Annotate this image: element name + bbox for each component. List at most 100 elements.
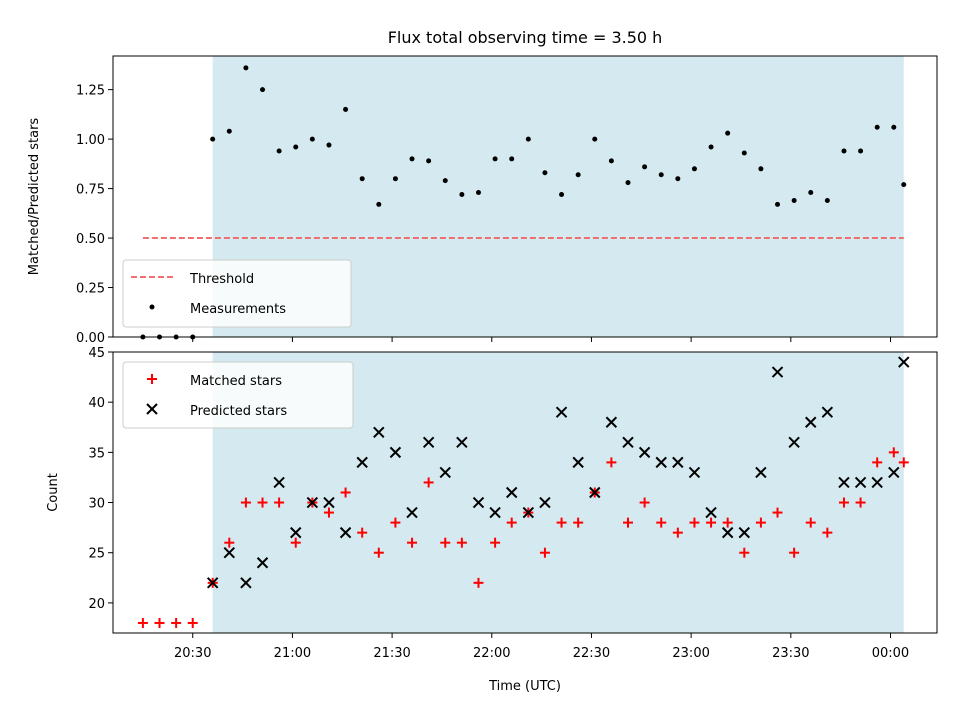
matched-star-point: [490, 537, 501, 548]
cross-b: [755, 466, 767, 479]
top-legend-box: [122, 259, 352, 328]
measurement-point: [901, 182, 907, 188]
bottom-x-axis: 20:30 21:00 21:30 22:00 22:30 23:00 23:30 00:00: [174, 633, 909, 661]
cross-b: [572, 456, 584, 469]
matched-star-point: [722, 517, 733, 528]
cross-b: [256, 557, 269, 569]
cross-b: [223, 547, 235, 559]
matched-star-point: [154, 617, 165, 628]
measurement-point: [808, 190, 814, 196]
predicted-star-point: [738, 526, 750, 539]
cross-b: [389, 446, 402, 459]
legend-matched-label: Matched stars: [190, 374, 282, 389]
predicted-star-point: [638, 446, 651, 459]
matched-star-point: [672, 527, 683, 538]
cross-b: [854, 476, 867, 489]
cross-b: [771, 366, 784, 378]
predicted-star-point: [422, 436, 435, 449]
cross-b: [456, 436, 468, 449]
predicted-star-point: [256, 557, 269, 569]
predicted-star-point: [539, 496, 551, 509]
cross-b: [788, 436, 800, 449]
top-ytick-label: 0.00: [76, 331, 105, 346]
predicted-star-point: [489, 506, 501, 519]
measurement-point: [542, 170, 548, 176]
predicted-star-point: [572, 456, 584, 469]
cross-b: [146, 403, 158, 415]
bottom-ytick-label: 40: [88, 396, 105, 411]
measurement-point: [459, 192, 465, 198]
cross-b: [871, 476, 883, 489]
predicted-star-point: [456, 436, 468, 449]
predicted-star-point: [721, 526, 734, 539]
matched-star-point: [898, 457, 909, 468]
top-ytick-label: 0.50: [76, 232, 105, 247]
matched-star-point: [473, 577, 484, 588]
cross-b: [522, 506, 535, 519]
predicted-star-point: [898, 356, 910, 368]
x-axis-label: Time (UTC): [488, 679, 561, 694]
predicted-star-point: [439, 466, 451, 479]
predicted-star-point: [688, 466, 701, 479]
x-tick-label: 00:00: [872, 646, 909, 661]
x-tick-label: 23:00: [672, 646, 709, 661]
matched-star-point: [187, 617, 198, 628]
cross-b: [838, 476, 850, 489]
matched-star-point: [805, 517, 816, 528]
predicted-star-point: [223, 547, 235, 559]
legend-plus-marker: [147, 374, 157, 384]
predicted-star-point: [555, 406, 568, 418]
measurement-point: [824, 197, 830, 203]
bottom-ytick-label: 25: [88, 547, 105, 562]
matched-star-point: [888, 447, 899, 458]
bottom-ytick-label: 45: [88, 346, 105, 361]
matched-star-point: [171, 617, 182, 628]
top-y-axis: 0.00 0.25 0.50 0.75 1.00 1.25: [76, 84, 113, 346]
cross-b: [290, 526, 302, 539]
bottom-y-axis-label: Count: [46, 473, 61, 512]
measurement-point: [426, 158, 432, 164]
matched-star-point: [506, 517, 517, 528]
measurement-point: [260, 87, 266, 93]
predicted-star-point: [373, 426, 385, 438]
cross-b: [356, 456, 368, 469]
matched-star-point: [689, 517, 700, 528]
predicted-star-point: [389, 446, 402, 459]
matched-star-point: [274, 497, 285, 508]
chart-title: Flux total observing time = 3.50 h: [388, 28, 663, 47]
predicted-star-point: [240, 577, 252, 589]
matched-star-point: [373, 547, 384, 558]
predicted-star-point: [788, 436, 800, 449]
measurement-point: [475, 190, 481, 196]
top-y-axis-label: Matched/Predicted stars: [27, 118, 42, 276]
legend-threshold-label: Threshold: [189, 272, 254, 287]
cross-b: [605, 416, 618, 428]
top-x-ticks: [192, 337, 891, 342]
measurement-point: [658, 172, 664, 178]
measurement-point: [841, 148, 847, 154]
predicted-star-point: [605, 416, 618, 428]
cross-b: [506, 486, 518, 499]
matched-star-point: [606, 457, 617, 468]
measurement-point: [509, 156, 515, 162]
matched-star-point: [390, 517, 401, 528]
cross-b: [655, 456, 667, 469]
bottom-plot-frame: [112, 351, 938, 634]
matched-star-point: [573, 517, 584, 528]
predicted-star-point: [805, 416, 817, 428]
matched-star-point: [706, 517, 717, 528]
top-ytick-label: 0.75: [76, 183, 105, 198]
measurement-point: [309, 136, 315, 142]
top-ytick-label: 0.25: [76, 282, 105, 297]
bottom-y-axis: 20 25 30 35 40 45: [88, 346, 113, 612]
predicted-star-point: [290, 526, 302, 539]
matched-star-point: [656, 517, 667, 528]
measurement-point: [210, 136, 216, 142]
measurement-point: [642, 164, 648, 170]
cross-b: [622, 436, 634, 449]
legend-matched-swatch: [147, 374, 157, 384]
measurement-point: [891, 124, 897, 130]
predicted-star-point: [306, 496, 319, 509]
predicted-star-point: [838, 476, 850, 489]
cross-b: [555, 406, 568, 418]
